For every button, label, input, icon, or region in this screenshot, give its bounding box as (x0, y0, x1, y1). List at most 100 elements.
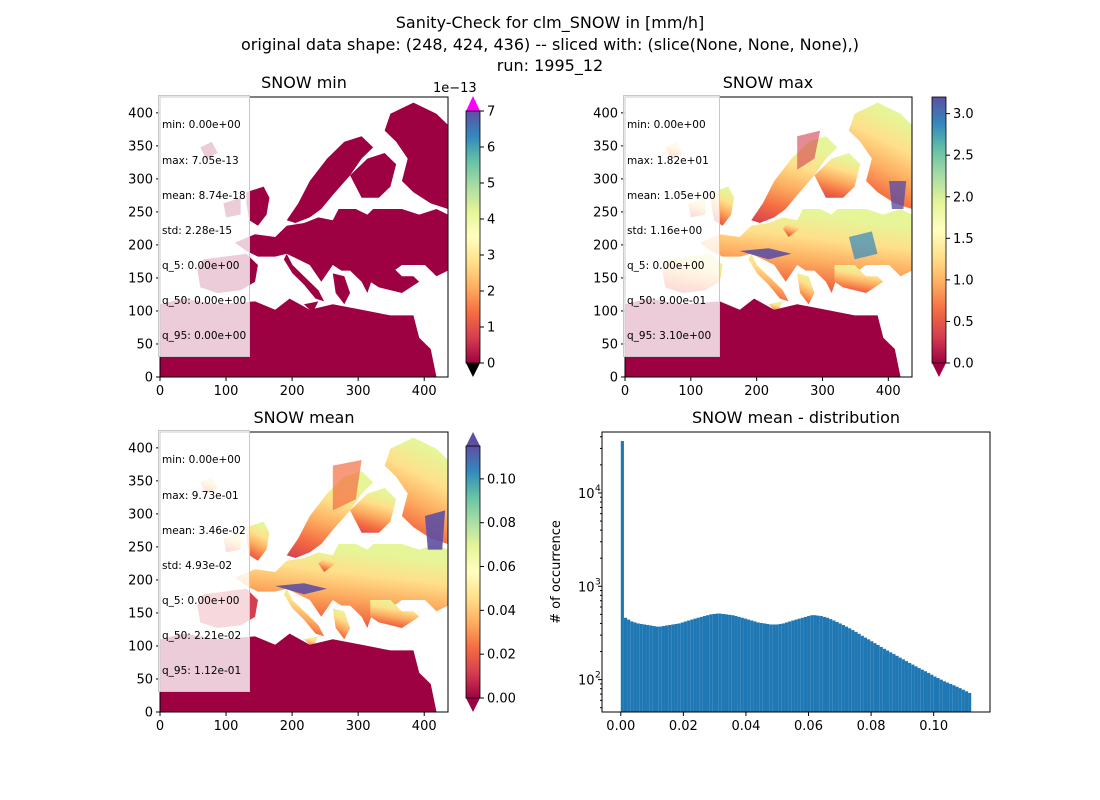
y-tick-label: 350 (593, 139, 618, 154)
histogram-bar (848, 628, 852, 712)
x-tick-label: 0 (621, 384, 629, 399)
x-tick-label: 0.00 (606, 719, 635, 734)
y-tick-label: 150 (128, 606, 153, 621)
colorbar-tick-label: 1 (487, 321, 495, 336)
histogram-bar (927, 672, 931, 712)
y-tick-label: 400 (593, 106, 618, 121)
axes-frame (601, 431, 991, 713)
colorbar-tick-label: 7 (487, 105, 495, 120)
histogram-bar (633, 622, 637, 712)
panel-title: SNOW min (261, 73, 347, 92)
histogram-bar (687, 620, 691, 712)
histogram-bar (702, 616, 707, 712)
y-axis-label: # of occurrence (549, 520, 564, 624)
histogram-bar (724, 614, 729, 712)
x-tick-label: 100 (214, 384, 239, 399)
histogram-bar (639, 623, 643, 712)
y-tick-label: 200 (593, 238, 618, 253)
histogram-bar (791, 620, 795, 712)
histogram-bar (867, 639, 871, 712)
y-tick-exponent: 3 (595, 577, 601, 587)
histogram-bar (680, 622, 684, 712)
histogram-bar (721, 613, 725, 712)
colorbar-under-triangle (466, 698, 480, 712)
histogram-bar (930, 674, 934, 712)
histogram-bar (870, 641, 874, 712)
histogram-bar (630, 621, 634, 712)
histogram-bars (620, 441, 972, 712)
y-tick-label: 150 (128, 271, 153, 286)
colorbar-tick-label: 0.5 (953, 315, 974, 330)
histogram-bar (620, 441, 624, 712)
histogram-bar (709, 614, 713, 712)
histogram-bar (807, 616, 811, 712)
histogram-bar (832, 620, 836, 712)
x-tick-label: 0.08 (857, 719, 886, 734)
x-tick-label: 0.04 (731, 719, 760, 734)
histogram-bar (885, 650, 890, 712)
histogram-bar (822, 616, 826, 712)
colorbar-tick-label: 3 (487, 249, 495, 264)
y-tick-label: 300 (593, 172, 618, 187)
histogram-bar (772, 624, 776, 712)
histogram-bar (895, 655, 899, 712)
colorbar-tick-label: 0.08 (487, 516, 516, 531)
histogram-bar (851, 630, 855, 712)
stat-max: max: 7.05e-13 (162, 154, 239, 167)
panel-histogram: SNOW mean - distribution 0.00 0.02 0.04 0.0… (549, 408, 991, 734)
stat-q5: q_5: 0.00e+00 (162, 259, 240, 272)
colorbar-axis: 0.00 0.02 0.04 0.06 0.08 0.10 (480, 472, 516, 707)
histogram-bar (911, 664, 915, 712)
histogram-bar (955, 686, 959, 712)
colorbar-tick-label: 5 (487, 177, 495, 192)
y-tick-label: 350 (128, 474, 153, 489)
y-tick-label: 10 (578, 580, 595, 595)
stat-q95: q_95: 1.12e-01 (162, 665, 242, 678)
histogram-bar (908, 662, 912, 712)
y-tick-label: 300 (128, 507, 153, 522)
y-tick-exponent: 2 (595, 671, 601, 681)
x-tick-label: 200 (280, 719, 305, 734)
histogram-bar (658, 626, 662, 712)
histogram-bar (945, 682, 950, 712)
histogram-bar (753, 621, 757, 712)
histogram-bar (737, 616, 741, 712)
colorbar-tick-label: 2.5 (953, 149, 974, 164)
histogram-bar (873, 643, 877, 712)
histogram-bar (759, 622, 763, 712)
colorbar-tick-label: 1.5 (953, 232, 974, 247)
histogram-bar (715, 613, 719, 712)
histogram-bar (706, 615, 710, 712)
histogram-bar (882, 648, 886, 712)
histogram-bar (661, 626, 665, 712)
histogram-bar (655, 626, 659, 712)
histogram-bar (797, 618, 801, 712)
y-tick-label: 100 (593, 304, 618, 319)
histogram-bar (800, 617, 804, 712)
colorbar (932, 97, 946, 363)
histogram-bar (904, 661, 909, 712)
colorbar-tick-label: 0.02 (487, 648, 516, 663)
histogram-bar (813, 615, 817, 712)
colorbar-tick-label: 0 (487, 357, 495, 372)
histogram-bar (784, 622, 789, 712)
histogram-bar (652, 626, 656, 712)
histogram-bar (968, 692, 972, 712)
histogram-bar (762, 623, 767, 712)
stat-std: std: 4.93e-02 (162, 559, 233, 572)
histogram-bar (936, 678, 940, 712)
histogram-bar (952, 685, 956, 712)
histogram-bar (961, 689, 965, 712)
histogram-bar (949, 683, 953, 712)
y-tick-exponent: 4 (595, 484, 601, 494)
histogram-bar (671, 624, 675, 712)
histogram-bar (627, 619, 631, 712)
histogram-bar (901, 659, 905, 712)
colorbar-axis: 0 1 2 3 4 5 6 7 (480, 105, 495, 372)
colorbar-over-triangle (466, 432, 480, 446)
histogram-bar (854, 631, 858, 712)
colorbar (466, 111, 480, 363)
stat-min: min: 0.00e+00 (627, 119, 706, 132)
colorbar (466, 446, 480, 698)
